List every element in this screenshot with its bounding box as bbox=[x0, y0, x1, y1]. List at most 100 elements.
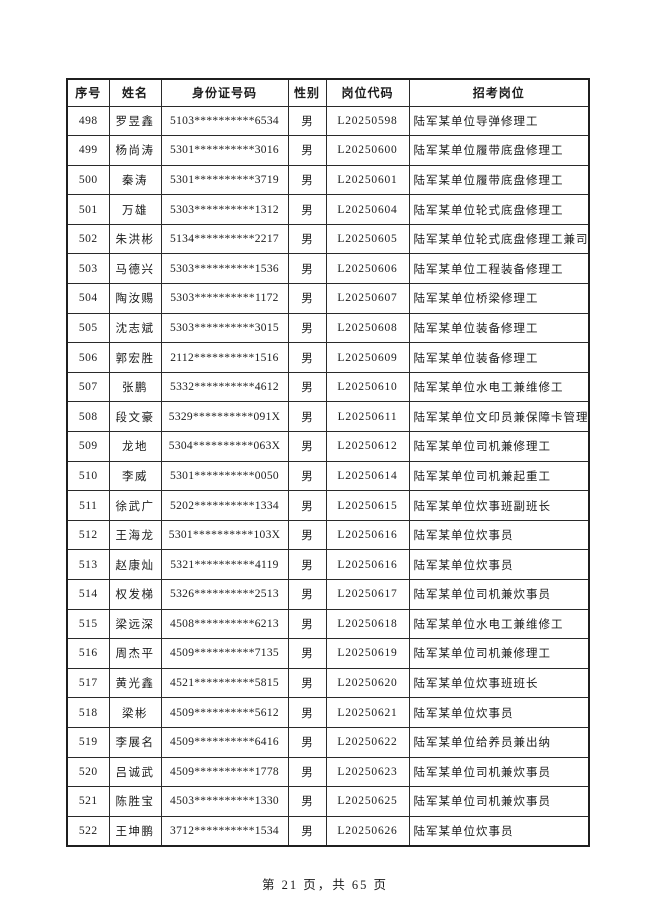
cell-gender: 男 bbox=[287, 579, 327, 610]
cell-name: 李威 bbox=[108, 460, 162, 492]
cell-id-number: 5134**********2217 bbox=[160, 223, 289, 255]
table-row: 500 秦涛 5301**********3719 男 L20250601 陆军… bbox=[66, 164, 590, 196]
cell-job-title: 陆军某单位水电工兼维修工 bbox=[408, 371, 590, 403]
cell-seq: 506 bbox=[66, 342, 110, 373]
cell-job-title: 陆军某单位炊事员 bbox=[408, 519, 590, 551]
cell-gender: 男 bbox=[287, 431, 327, 462]
cell-seq: 499 bbox=[66, 135, 110, 166]
cell-job-code: L20250612 bbox=[325, 431, 410, 462]
table-row: 517 黄光鑫 4521**********5815 男 L20250620 陆… bbox=[66, 667, 590, 699]
cell-seq: 510 bbox=[66, 460, 110, 492]
cell-seq: 520 bbox=[66, 756, 110, 788]
cell-job-code: L20250619 bbox=[325, 638, 410, 669]
cell-id-number: 2112**********1516 bbox=[160, 342, 289, 373]
cell-name: 权发梯 bbox=[108, 579, 162, 610]
cell-id-number: 5326**********2513 bbox=[160, 579, 289, 610]
cell-job-title: 陆军某单位给养员兼出纳 bbox=[408, 726, 590, 758]
cell-seq: 509 bbox=[66, 431, 110, 462]
cell-job-code: L20250615 bbox=[325, 490, 410, 521]
cell-name: 王海龙 bbox=[108, 519, 162, 551]
cell-id-number: 4509**********1778 bbox=[160, 756, 289, 788]
table-row: 503 马德兴 5303**********1536 男 L20250606 陆… bbox=[66, 253, 590, 285]
cell-job-code: L20250611 bbox=[325, 401, 410, 433]
cell-id-number: 5202**********1334 bbox=[160, 490, 289, 521]
cell-gender: 男 bbox=[287, 608, 327, 640]
cell-job-code: L20250610 bbox=[325, 371, 410, 403]
cell-gender: 男 bbox=[287, 342, 327, 373]
cell-name: 黄光鑫 bbox=[108, 667, 162, 699]
table-row: 522 王坤鹏 3712**********1534 男 L20250626 陆… bbox=[66, 815, 590, 847]
cell-seq: 503 bbox=[66, 253, 110, 285]
cell-job-title: 陆军某单位司机兼炊事员 bbox=[408, 756, 590, 788]
cell-seq: 522 bbox=[66, 815, 110, 847]
cell-seq: 514 bbox=[66, 579, 110, 610]
cell-job-title: 陆军某单位炊事班副班长 bbox=[408, 490, 590, 521]
cell-job-title: 陆军某单位炊事班班长 bbox=[408, 667, 590, 699]
cell-name: 周杰平 bbox=[108, 638, 162, 669]
cell-name: 郭宏胜 bbox=[108, 342, 162, 373]
cell-gender: 男 bbox=[287, 105, 327, 137]
cell-job-code: L20250604 bbox=[325, 194, 410, 225]
cell-gender: 男 bbox=[287, 371, 327, 403]
recruitment-roster-table: 序号 姓名 身份证号码 性别 岗位代码 招考岗位 498 罗昱鑫 5103***… bbox=[66, 78, 590, 847]
cell-job-code: L20250616 bbox=[325, 549, 410, 580]
table-row: 506 郭宏胜 2112**********1516 男 L20250609 陆… bbox=[66, 342, 590, 373]
cell-name: 李展名 bbox=[108, 726, 162, 758]
col-header-id-number: 身份证号码 bbox=[160, 78, 289, 107]
cell-job-code: L20250623 bbox=[325, 756, 410, 788]
cell-job-title: 陆军某单位履带底盘修理工 bbox=[408, 135, 590, 166]
cell-gender: 男 bbox=[287, 460, 327, 492]
table-row: 518 梁彬 4509**********5612 男 L20250621 陆军… bbox=[66, 697, 590, 728]
cell-id-number: 5303**********1172 bbox=[160, 283, 289, 314]
cell-name: 梁彬 bbox=[108, 697, 162, 728]
col-header-job-code: 岗位代码 bbox=[325, 78, 410, 107]
cell-job-title: 陆军某单位轮式底盘修理工兼司机 bbox=[408, 223, 590, 255]
cell-id-number: 5303**********1536 bbox=[160, 253, 289, 285]
cell-gender: 男 bbox=[287, 194, 327, 225]
table-row: 508 段文豪 5329**********091X 男 L20250611 陆… bbox=[66, 401, 590, 433]
cell-job-code: L20250605 bbox=[325, 223, 410, 255]
cell-seq: 511 bbox=[66, 490, 110, 521]
cell-name: 王坤鹏 bbox=[108, 815, 162, 847]
cell-gender: 男 bbox=[287, 283, 327, 314]
cell-name: 马德兴 bbox=[108, 253, 162, 285]
table-row: 514 权发梯 5326**********2513 男 L20250617 陆… bbox=[66, 579, 590, 610]
cell-job-title: 陆军某单位司机兼炊事员 bbox=[408, 786, 590, 817]
cell-gender: 男 bbox=[287, 223, 327, 255]
cell-name: 罗昱鑫 bbox=[108, 105, 162, 137]
cell-gender: 男 bbox=[287, 638, 327, 669]
cell-gender: 男 bbox=[287, 312, 327, 344]
cell-job-code: L20250614 bbox=[325, 460, 410, 492]
cell-job-code: L20250616 bbox=[325, 519, 410, 551]
cell-job-code: L20250601 bbox=[325, 164, 410, 196]
cell-name: 朱洪彬 bbox=[108, 223, 162, 255]
cell-job-code: L20250617 bbox=[325, 579, 410, 610]
cell-id-number: 3712**********1534 bbox=[160, 815, 289, 847]
cell-seq: 521 bbox=[66, 786, 110, 817]
table-row: 516 周杰平 4509**********7135 男 L20250619 陆… bbox=[66, 638, 590, 669]
table-row: 509 龙地 5304**********063X 男 L20250612 陆军… bbox=[66, 431, 590, 462]
cell-job-title: 陆军某单位装备修理工 bbox=[408, 342, 590, 373]
cell-gender: 男 bbox=[287, 667, 327, 699]
cell-id-number: 5303**********3015 bbox=[160, 312, 289, 344]
cell-seq: 505 bbox=[66, 312, 110, 344]
cell-name: 张鹏 bbox=[108, 371, 162, 403]
cell-gender: 男 bbox=[287, 697, 327, 728]
cell-job-title: 陆军某单位装备修理工 bbox=[408, 312, 590, 344]
cell-name: 段文豪 bbox=[108, 401, 162, 433]
col-header-name: 姓名 bbox=[108, 78, 162, 107]
cell-gender: 男 bbox=[287, 164, 327, 196]
table-header-row: 序号 姓名 身份证号码 性别 岗位代码 招考岗位 bbox=[66, 78, 590, 107]
cell-id-number: 4509**********7135 bbox=[160, 638, 289, 669]
cell-name: 陈胜宝 bbox=[108, 786, 162, 817]
page-number-footer: 第 21 页，共 65 页 bbox=[261, 878, 388, 892]
cell-seq: 516 bbox=[66, 638, 110, 669]
table-row: 499 杨尚涛 5301**********3016 男 L20250600 陆… bbox=[66, 135, 590, 166]
cell-job-code: L20250600 bbox=[325, 135, 410, 166]
cell-gender: 男 bbox=[287, 786, 327, 817]
cell-id-number: 5329**********091X bbox=[160, 401, 289, 433]
cell-job-code: L20250620 bbox=[325, 667, 410, 699]
table-row: 501 万雄 5303**********1312 男 L20250604 陆军… bbox=[66, 194, 590, 225]
cell-gender: 男 bbox=[287, 490, 327, 521]
